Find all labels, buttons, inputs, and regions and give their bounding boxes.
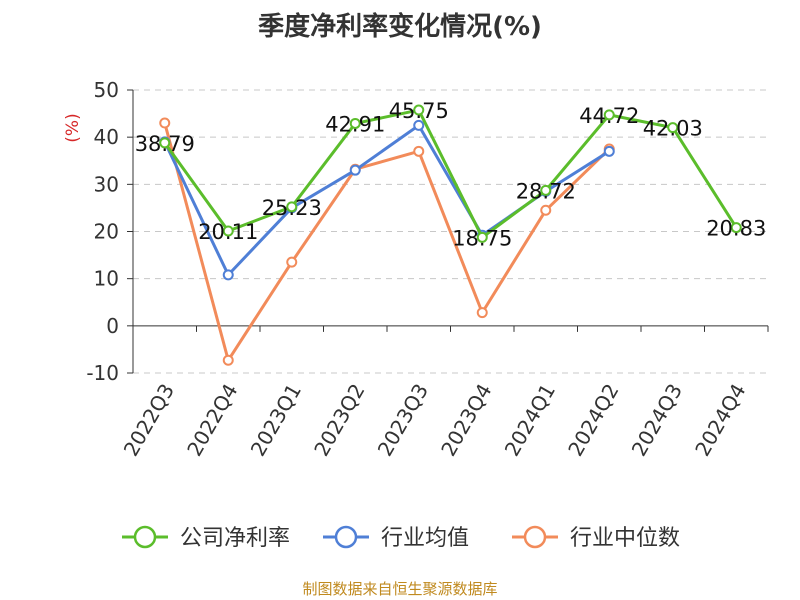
x-tick-label: 2024Q2 xyxy=(563,380,623,461)
legend-label: 公司净利率 xyxy=(180,526,290,551)
data-point[interactable] xyxy=(540,184,552,196)
data-point[interactable] xyxy=(286,256,298,268)
data-label: 20.83 xyxy=(706,217,766,241)
data-label: 42.03 xyxy=(643,117,703,141)
series-line xyxy=(163,108,738,239)
x-tick-label: 2024Q4 xyxy=(690,380,750,461)
data-point[interactable] xyxy=(476,231,488,243)
data-point[interactable] xyxy=(476,307,488,319)
data-label: 38.79 xyxy=(135,132,195,156)
x-tick-label: 2022Q4 xyxy=(182,380,242,461)
legend-marker xyxy=(523,525,547,549)
legend-label: 行业均值 xyxy=(381,526,469,551)
legend[interactable]: 公司净利率 行业均值 行业中位数 xyxy=(122,525,680,551)
data-point[interactable] xyxy=(222,225,234,237)
series-layer xyxy=(159,104,742,366)
y-tick-label: 0 xyxy=(106,314,119,338)
x-tick-label: 2023Q3 xyxy=(373,380,433,461)
data-point[interactable] xyxy=(286,201,298,213)
data-label: 28.72 xyxy=(516,179,576,203)
data-point[interactable] xyxy=(349,117,361,129)
y-tick-label: -10 xyxy=(86,361,119,385)
data-label: 18.75 xyxy=(452,226,512,250)
data-point[interactable] xyxy=(222,354,234,366)
data-label: 44.72 xyxy=(579,104,639,128)
series-line xyxy=(163,122,611,362)
legend-label: 行业中位数 xyxy=(570,526,680,551)
x-tick-label: 2022Q3 xyxy=(119,380,179,461)
data-point[interactable] xyxy=(413,119,425,131)
data-point[interactable] xyxy=(413,145,425,157)
x-tick-label: 2024Q3 xyxy=(627,380,687,461)
data-label: 45.75 xyxy=(389,99,449,123)
data-point[interactable] xyxy=(413,104,425,116)
data-label: 20.11 xyxy=(198,220,258,244)
data-point[interactable] xyxy=(159,117,171,129)
y-tick-label: 10 xyxy=(94,267,119,291)
legend-item[interactable]: 行业中位数 xyxy=(512,525,680,551)
y-tick-label: 40 xyxy=(94,125,119,149)
chart-title: 季度净利率变化情况(%) xyxy=(258,12,542,42)
grid-layer xyxy=(133,89,768,374)
y-tick-label: 20 xyxy=(94,220,119,244)
legend-item[interactable]: 公司净利率 xyxy=(122,525,290,551)
data-point[interactable] xyxy=(349,164,361,176)
legend-marker xyxy=(133,525,157,549)
x-tick-label: 2024Q1 xyxy=(500,380,560,461)
data-point[interactable] xyxy=(730,222,742,234)
data-point[interactable] xyxy=(667,122,679,134)
y-tick-label: 50 xyxy=(94,78,119,102)
data-point[interactable] xyxy=(222,269,234,281)
x-tick-label: 2023Q4 xyxy=(436,380,496,461)
x-tick-label: 2023Q2 xyxy=(309,380,369,461)
data-label: 25.23 xyxy=(262,196,322,220)
legend-marker xyxy=(334,525,358,549)
data-point[interactable] xyxy=(603,109,615,121)
source-note: 制图数据来自恒生聚源数据库 xyxy=(302,580,498,598)
data-point[interactable] xyxy=(159,137,171,149)
data-point[interactable] xyxy=(603,145,615,157)
y-tick-label: 30 xyxy=(94,172,119,196)
x-tick-label: 2023Q1 xyxy=(246,380,306,461)
legend-item[interactable]: 行业均值 xyxy=(323,525,469,551)
data-point[interactable] xyxy=(540,204,552,216)
data-label: 42.91 xyxy=(325,112,385,136)
y-axis-label: (%) xyxy=(63,113,83,142)
